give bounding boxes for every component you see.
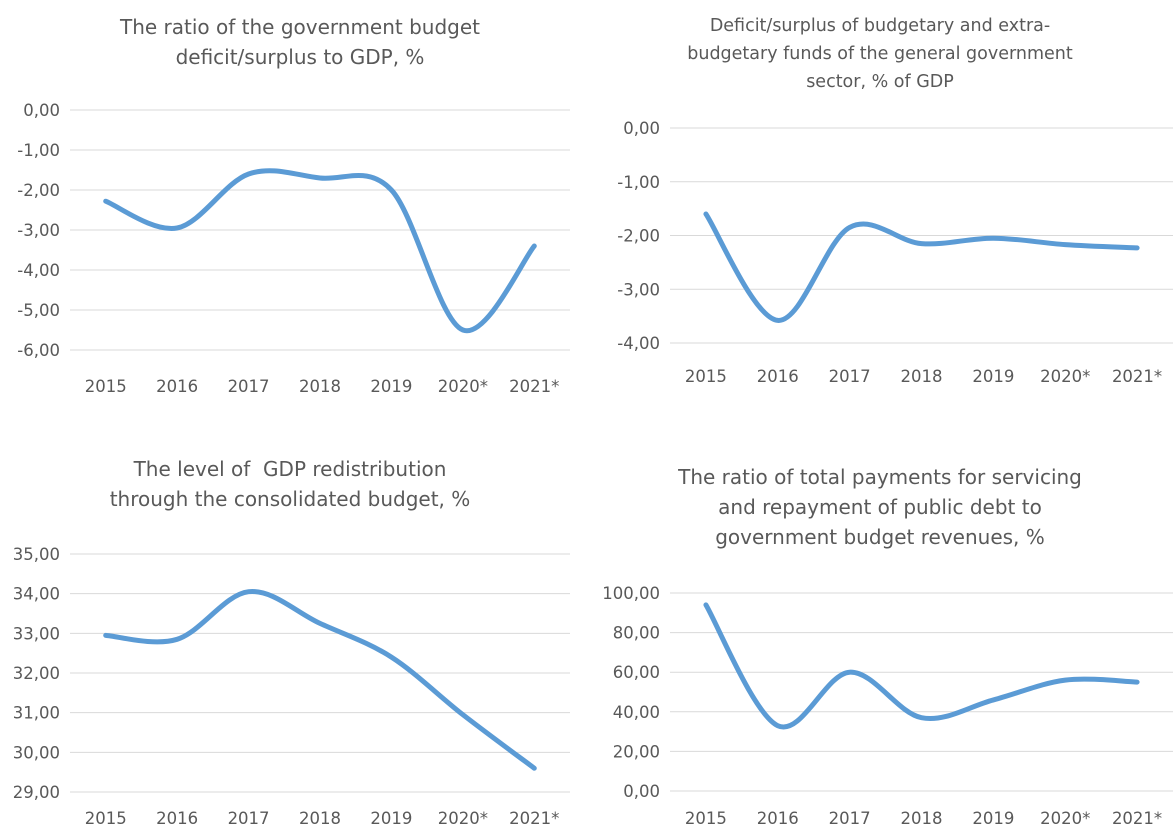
x-tick-label: 2017 — [829, 809, 871, 828]
chart-title-line-3: sector, % of GDP — [806, 72, 954, 92]
y-tick-label: 100,00 — [602, 584, 660, 603]
y-tick-label: 20,00 — [613, 742, 660, 761]
y-tick-label: -3,00 — [617, 280, 660, 299]
x-tick-label: 2015 — [685, 367, 727, 386]
x-tick-label: 2017 — [829, 367, 871, 386]
x-tick-label: 2019 — [370, 377, 412, 396]
x-tick-label: 2017 — [228, 377, 270, 396]
x-tick-label: 2018 — [901, 367, 943, 386]
y-tick-label: 0,00 — [623, 119, 660, 138]
chart-panel-general-government-deficit: Deficit/surplus of budgetary and extra- … — [585, 0, 1173, 410]
series-line — [103, 168, 537, 334]
chart-title-line-2: through the consolidated budget, % — [109, 487, 471, 511]
line-chart-general-government-deficit: 0,00 -1,00 -2,00 -3,00 -4,00 2015 2016 2017 2018… — [617, 119, 1173, 386]
chart-title-line-2: deficit/surplus to GDP, % — [175, 45, 425, 69]
chart-title-line-2: budgetary funds of the general governmen… — [687, 44, 1073, 64]
y-tick-label: -3,00 — [17, 221, 60, 240]
x-tick-label: 2015 — [85, 809, 127, 828]
x-tick-label: 2015 — [85, 377, 127, 396]
x-tick-label: 2018 — [901, 809, 943, 828]
y-tick-label: 80,00 — [613, 624, 660, 643]
x-tick-label: 2020* — [1040, 367, 1090, 386]
line-chart-debt-service-ratio: 100,00 80,00 60,00 40,00 20,00 0,00 2015 2016 20… — [602, 584, 1173, 828]
x-tick-label: 2018 — [299, 377, 341, 396]
y-tick-label: -2,00 — [17, 181, 60, 200]
chart-title-line-2: and repayment of public debt to — [718, 495, 1042, 519]
x-tick-label: 2020* — [438, 377, 488, 396]
y-tick-label: 0,00 — [623, 782, 660, 801]
y-tick-label: -4,00 — [617, 334, 660, 353]
chart-title-line-1: Deficit/surplus of budgetary and extra- — [709, 16, 1051, 36]
y-tick-label: -2,00 — [617, 227, 660, 246]
x-tick-label: 2018 — [299, 809, 341, 828]
chart-panel-gdp-redistribution: The level of GDP redistribution through … — [0, 420, 580, 832]
x-tick-label: 2019 — [972, 809, 1014, 828]
x-tick-label: 2021* — [509, 809, 559, 828]
chart-title: The ratio of total payments for servicin… — [595, 462, 1165, 552]
x-tick-label: 2016 — [757, 809, 799, 828]
x-tick-label: 2017 — [228, 809, 270, 828]
y-tick-label: -1,00 — [617, 173, 660, 192]
chart-title: The ratio of the government budget defic… — [40, 12, 560, 72]
x-tick-label: 2021* — [1112, 809, 1162, 828]
chart-panel-deficit-to-gdp: The ratio of the government budget defic… — [0, 0, 580, 410]
chart-title-line-1: The level of GDP redistribution — [133, 457, 447, 481]
chart-title-line-3: government budget revenues, % — [715, 525, 1045, 549]
series-line — [103, 589, 537, 771]
y-tick-label: 31,00 — [13, 704, 60, 723]
x-tick-label: 2016 — [156, 809, 198, 828]
y-tick-label: 29,00 — [13, 783, 60, 802]
y-tick-label: 60,00 — [613, 663, 660, 682]
series-line — [703, 211, 1140, 323]
x-tick-label: 2021* — [509, 377, 559, 396]
chart-title-line-1: The ratio of total payments for servicin… — [678, 465, 1082, 489]
x-tick-label: 2019 — [972, 367, 1014, 386]
chart-title: Deficit/surplus of budgetary and extra- … — [595, 12, 1165, 96]
x-tick-label: 2020* — [1040, 809, 1090, 828]
y-tick-label: 40,00 — [613, 703, 660, 722]
y-tick-label: 30,00 — [13, 743, 60, 762]
y-tick-label: 35,00 — [13, 545, 60, 564]
y-tick-label: -4,00 — [17, 261, 60, 280]
line-chart-gdp-redistribution: 35,00 34,00 33,00 32,00 31,00 30,00 29,00 2015 2… — [13, 545, 570, 828]
y-tick-label: 33,00 — [13, 624, 60, 643]
y-tick-label: 34,00 — [13, 585, 60, 604]
x-tick-label: 2021* — [1112, 367, 1162, 386]
line-chart-deficit-to-gdp: 0,00 -1,00 -2,00 -3,00 -4,00 -5,00 -6,00 2015 20… — [17, 101, 570, 396]
y-tick-label: -1,00 — [17, 141, 60, 160]
x-tick-label: 2020* — [438, 809, 488, 828]
y-tick-label: -6,00 — [17, 341, 60, 360]
y-tick-label: 32,00 — [13, 664, 60, 683]
y-tick-label: -5,00 — [17, 301, 60, 320]
y-tick-label: 0,00 — [23, 101, 60, 120]
x-tick-label: 2016 — [757, 367, 799, 386]
x-tick-label: 2019 — [370, 809, 412, 828]
x-tick-label: 2015 — [685, 809, 727, 828]
x-tick-label: 2016 — [156, 377, 198, 396]
chart-panel-debt-service-ratio: The ratio of total payments for servicin… — [585, 420, 1173, 832]
series-line — [703, 602, 1140, 730]
chart-title-line-1: The ratio of the government budget — [119, 15, 481, 39]
chart-title: The level of GDP redistribution through … — [20, 454, 560, 514]
